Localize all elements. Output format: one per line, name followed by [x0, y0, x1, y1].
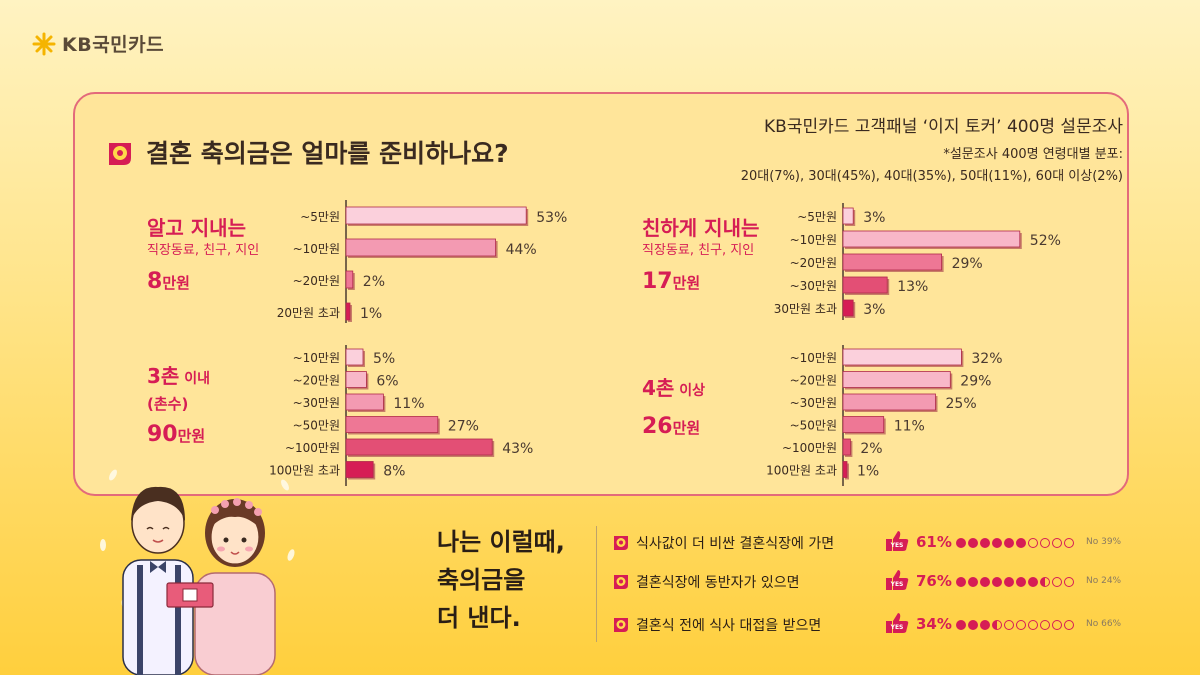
- headline-line: 더 낸다.: [437, 604, 521, 632]
- meter-dot: [968, 577, 978, 587]
- meter-dot: [1028, 538, 1038, 548]
- meter-dot: [1064, 620, 1074, 630]
- survey-title: KB국민카드 고객패널 ‘이지 토커’ 400명 설문조사: [764, 117, 1123, 137]
- condition-row: 결혼식 전에 식사 대접을 받으면: [612, 613, 821, 637]
- meter-dot: [1028, 577, 1038, 587]
- question-badge-icon: [109, 143, 131, 165]
- yes-dot-meter: [956, 533, 1074, 553]
- group-title: 4촌 이상: [642, 376, 705, 400]
- meter-dot: [956, 538, 966, 548]
- yes-label: YES: [890, 542, 904, 549]
- headline-line: 나는 이럴때,: [437, 528, 565, 556]
- meter-dot: [1016, 577, 1026, 587]
- meter-dot: [1064, 577, 1074, 587]
- group-subtitle: (촌수): [147, 395, 189, 413]
- group-label-acquaintance: 알고 지내는 직장동료, 친구, 지인 8만원: [147, 215, 259, 298]
- group-title: 3촌 이내: [147, 364, 210, 388]
- meter-dot: [1016, 538, 1026, 548]
- question-badge-icon: [614, 575, 628, 589]
- group-subtitle: 직장동료, 친구, 지인: [642, 243, 755, 258]
- condition-text: 결혼식장에 동반자가 있으면: [636, 575, 800, 591]
- group-title: 알고 지내는: [147, 216, 246, 240]
- meter-dot: [992, 538, 1002, 548]
- wedding-couple-illustration: [100, 469, 295, 675]
- meter-dot: [1040, 620, 1050, 630]
- no-percent: No 24%: [1086, 576, 1122, 586]
- meter-dot: [992, 620, 1002, 630]
- yes-percent: 34%: [916, 615, 952, 633]
- survey-note: *설문조사 400명 연령대별 분포:: [943, 147, 1123, 162]
- group-subtitle: 직장동료, 친구, 지인: [147, 243, 260, 258]
- meter-dot: [1052, 538, 1062, 548]
- yes-label: YES: [890, 624, 904, 631]
- group-label-3chon: 3촌 이내 (촌수) 90만원: [147, 363, 210, 451]
- no-percent: No 39%: [1086, 537, 1122, 547]
- divider: [596, 526, 597, 642]
- meter-dot: [1004, 620, 1014, 630]
- page-title: 결혼 축의금은 얼마를 준비하나요?: [146, 139, 509, 168]
- meter-dot: [980, 577, 990, 587]
- yes-percent: 61%: [916, 533, 952, 551]
- meter-dot: [1004, 577, 1014, 587]
- meter-dot: [1040, 538, 1050, 548]
- headline-line: 축의금을: [437, 566, 526, 594]
- meter-dot: [1064, 538, 1074, 548]
- condition-text: 결혼식 전에 식사 대접을 받으면: [636, 618, 822, 634]
- yes-label: YES: [890, 581, 904, 588]
- yes-percent: 76%: [916, 572, 952, 590]
- meter-dot: [956, 577, 966, 587]
- thumbs-up-yes-icon: YES: [886, 531, 909, 551]
- kb-star-icon: [32, 32, 56, 56]
- kb-logo: KB국민카드: [32, 30, 164, 57]
- meter-dot: [1052, 577, 1062, 587]
- yes-dot-meter: [956, 572, 1074, 592]
- question-badge-icon: [614, 618, 628, 632]
- condition-text: 식사값이 더 비싼 결혼식장에 가면: [636, 536, 835, 552]
- meter-dot: [1028, 620, 1038, 630]
- meter-dot: [980, 620, 990, 630]
- meter-dot: [968, 620, 978, 630]
- meter-dot: [1004, 538, 1014, 548]
- meter-dot: [992, 577, 1002, 587]
- group-amount: 26만원: [642, 414, 701, 439]
- group-amount: 17만원: [642, 269, 701, 294]
- thumbs-up-yes-icon: YES: [886, 613, 909, 633]
- no-percent: No 66%: [1086, 619, 1122, 629]
- yes-dot-meter: [956, 615, 1074, 635]
- group-label-4chon: 4촌 이상 26만원: [642, 375, 705, 443]
- meter-dot: [968, 538, 978, 548]
- meter-dot: [1040, 577, 1050, 587]
- group-amount: 90만원: [147, 422, 206, 447]
- meter-dot: [956, 620, 966, 630]
- meter-dot: [1016, 620, 1026, 630]
- brand-name: KB국민카드: [62, 34, 165, 56]
- condition-row: 식사값이 더 비싼 결혼식장에 가면: [612, 531, 834, 555]
- group-label-close: 친하게 지내는 직장동료, 친구, 지인 17만원: [642, 215, 759, 298]
- bottom-headline: 나는 이럴때, 축의금을 더 낸다.: [437, 523, 565, 637]
- survey-panel: [73, 92, 1129, 496]
- question-badge-icon: [614, 536, 628, 550]
- group-title: 친하게 지내는: [642, 216, 760, 240]
- thumbs-up-yes-icon: YES: [886, 570, 909, 590]
- group-amount: 8만원: [147, 269, 190, 294]
- survey-distribution: 20대(7%), 30대(45%), 40대(35%), 50대(11%), 6…: [740, 169, 1123, 184]
- meter-dot: [1052, 620, 1062, 630]
- condition-row: 결혼식장에 동반자가 있으면: [612, 570, 799, 594]
- meter-dot: [980, 538, 990, 548]
